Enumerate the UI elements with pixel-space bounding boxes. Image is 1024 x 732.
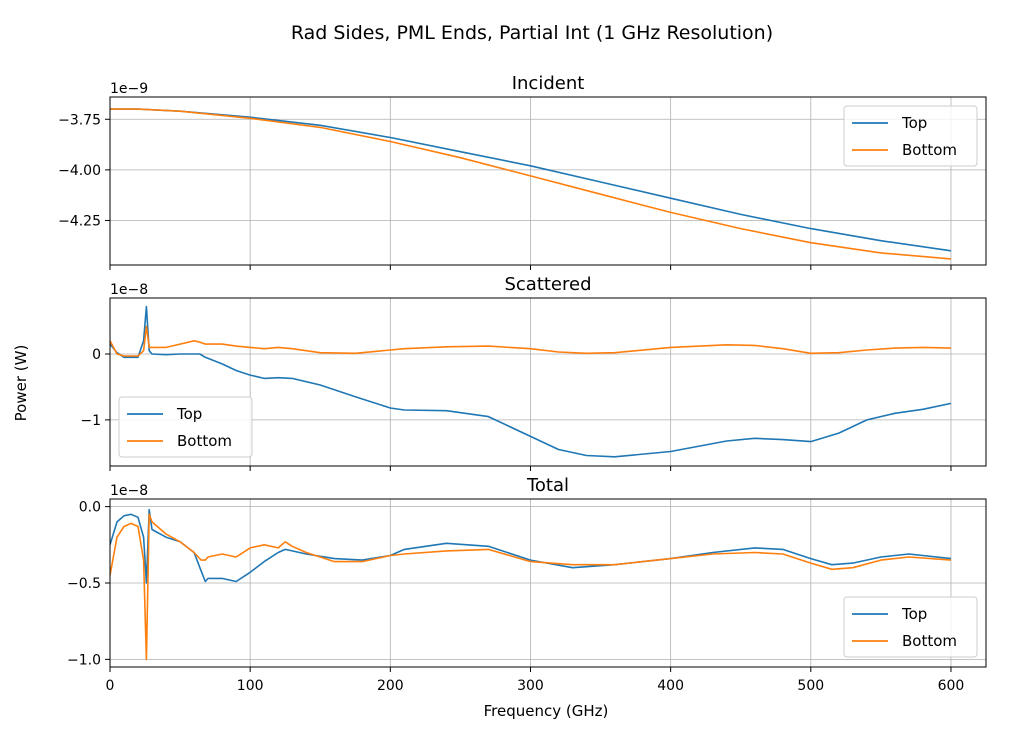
x-tick-label: 300: [517, 678, 544, 694]
x-tick-label: 0: [106, 678, 115, 694]
y-tick-label: −1.0: [67, 652, 101, 668]
panel-title: Total: [526, 475, 569, 496]
panel-incident: −3.75 −4.00 −4.25 Incident 1e−9 Top Bottom: [58, 73, 987, 270]
x-tick-label: 600: [938, 678, 965, 694]
series-line-bottom: [110, 513, 952, 661]
y-offset-label: 1e−8: [110, 483, 148, 499]
legend-label-bottom: Bottom: [177, 432, 232, 450]
y-tick-label: −4.00: [58, 163, 101, 179]
x-tick-label: 400: [657, 678, 684, 694]
axes-frame: [109, 96, 987, 266]
legend-box: [843, 105, 978, 167]
panel-title: Scattered: [504, 274, 591, 295]
legend-box: [843, 596, 978, 658]
y-tick-label: 0.0: [79, 500, 101, 516]
legend: Top Bottom: [118, 396, 253, 458]
legend-label-top: Top: [901, 605, 927, 623]
axes-frame: [109, 297, 987, 467]
legend-label-bottom: Bottom: [902, 632, 957, 650]
series-line-bottom: [110, 325, 952, 357]
legend-label-top: Top: [176, 405, 202, 423]
panel-title: Incident: [512, 73, 585, 94]
series-line-top: [110, 305, 952, 458]
legend: Top Bottom: [843, 105, 978, 167]
y-offset-label: 1e−9: [110, 81, 148, 97]
figure-title: Rad Sides, PML Ends, Partial Int (1 GHz …: [291, 22, 773, 44]
x-tick-label: 200: [377, 678, 404, 694]
x-axis-label: Frequency (GHz): [484, 702, 609, 720]
y-offset-label: 1e−8: [110, 282, 148, 298]
series-line-bottom: [110, 108, 952, 260]
panels: −3.75 −4.00 −4.25 Incident 1e−9 Top Bottom 0 −1 S…: [58, 73, 987, 694]
x-tick-label: 100: [237, 678, 264, 694]
legend-box: [118, 396, 253, 458]
y-tick-label: −3.75: [58, 112, 101, 128]
y-tick-label: −4.25: [58, 213, 101, 229]
legend-label-bottom: Bottom: [902, 141, 957, 159]
y-tick-label: −1: [80, 413, 101, 429]
legend: Top Bottom: [843, 596, 978, 658]
y-tick-label: −0.5: [67, 576, 101, 592]
x-tick-label: 500: [797, 678, 824, 694]
panel-scattered: 0 −1 Scattered 1e−8 Top Bottom: [80, 274, 987, 471]
axes-frame: [109, 498, 987, 668]
y-tick-label: 0: [92, 347, 101, 363]
panel-total: 0 100 200 300 400 500 600 0.0 −0.5 −1.0 Total 1e−8 T…: [67, 475, 987, 694]
legend-label-top: Top: [901, 114, 927, 132]
y-axis-label: Power (W): [12, 345, 30, 422]
